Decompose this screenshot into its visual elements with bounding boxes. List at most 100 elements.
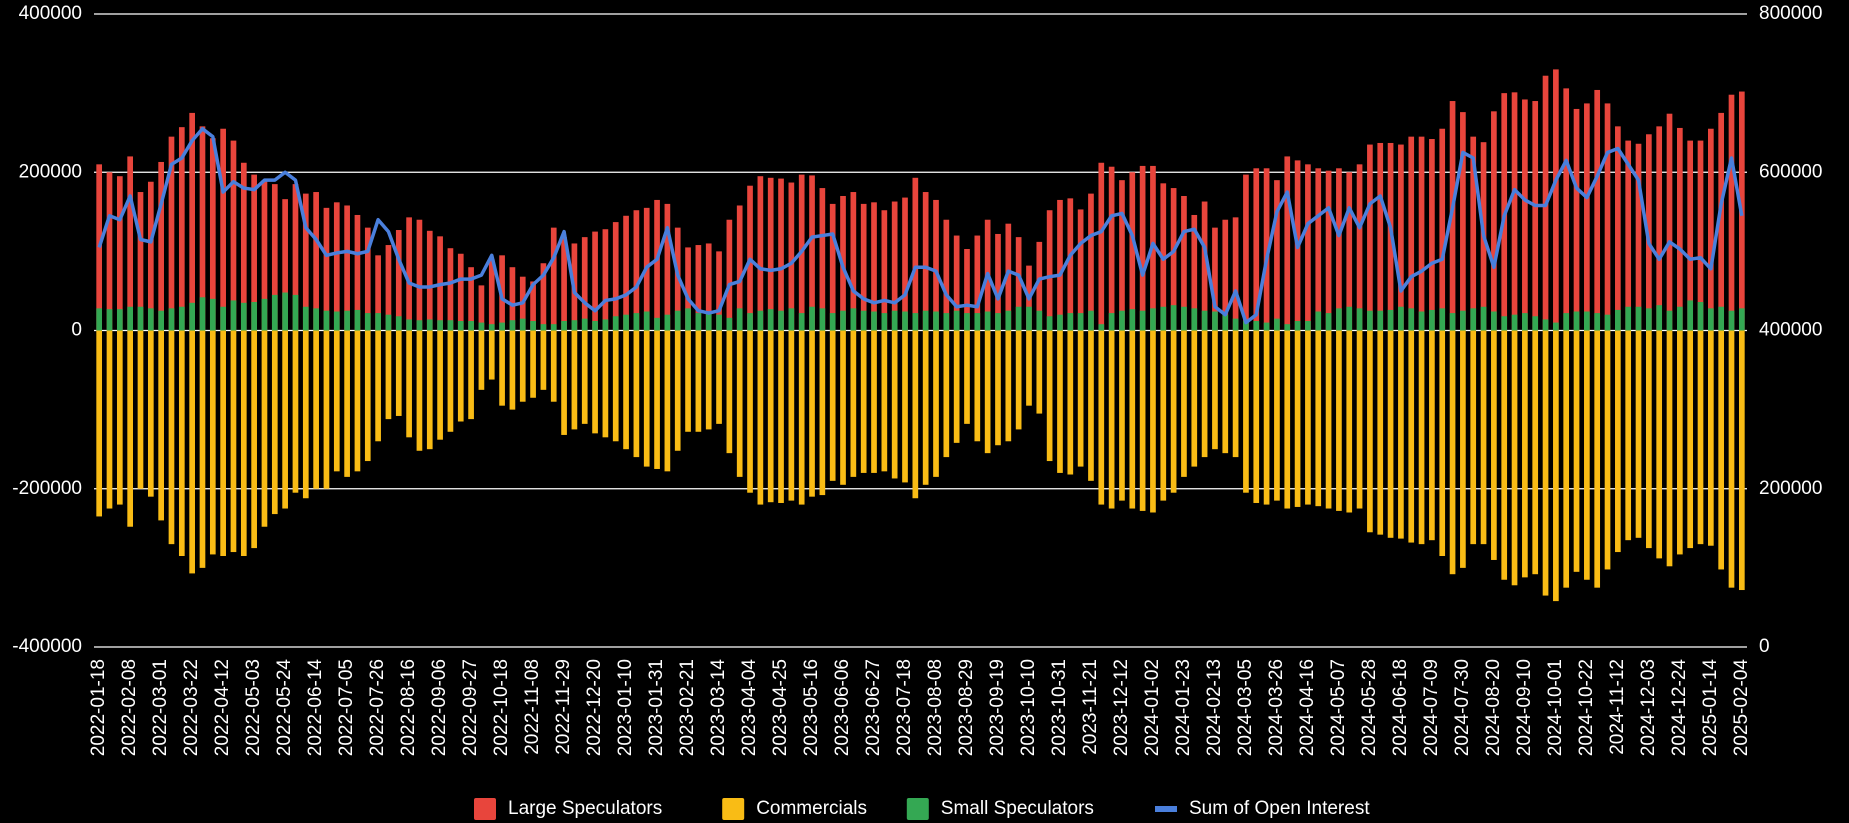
bar bbox=[1687, 300, 1694, 331]
bar bbox=[323, 330, 330, 489]
legend-swatch bbox=[474, 798, 496, 820]
bar bbox=[251, 302, 257, 331]
bar bbox=[168, 308, 175, 331]
bar bbox=[1646, 308, 1652, 331]
bar bbox=[302, 193, 309, 331]
x-tick-label: 2022-11-29 bbox=[553, 659, 574, 755]
bar bbox=[592, 321, 598, 331]
bar bbox=[406, 217, 412, 331]
bar bbox=[1263, 168, 1270, 331]
bar bbox=[1511, 330, 1518, 586]
bar bbox=[1418, 330, 1425, 545]
bar bbox=[1408, 136, 1415, 331]
bar bbox=[302, 306, 309, 331]
bar bbox=[530, 330, 536, 398]
bar bbox=[860, 330, 867, 473]
x-tick-label: 2024-09-10 bbox=[1514, 659, 1535, 756]
bar bbox=[385, 245, 392, 331]
bar bbox=[209, 138, 216, 331]
bar bbox=[819, 308, 826, 331]
bar bbox=[199, 126, 206, 331]
x-tick-label: 2022-12-20 bbox=[584, 659, 605, 756]
bar bbox=[1005, 223, 1012, 331]
bar bbox=[912, 330, 919, 499]
bar bbox=[943, 313, 950, 331]
x-tick-label: 2022-02-08 bbox=[119, 659, 140, 756]
x-tick-label: 2023-11-21 bbox=[1080, 659, 1101, 755]
bar bbox=[1398, 144, 1404, 331]
bar bbox=[292, 184, 299, 331]
y-tick-label: -200000 bbox=[12, 478, 82, 499]
bar bbox=[127, 156, 134, 331]
bar bbox=[902, 330, 908, 483]
bar bbox=[581, 237, 588, 331]
bar bbox=[1170, 330, 1177, 493]
bar bbox=[468, 321, 474, 331]
bar bbox=[974, 313, 981, 331]
bar bbox=[1170, 188, 1177, 331]
bar bbox=[1253, 330, 1260, 503]
bar bbox=[1036, 241, 1043, 331]
bar bbox=[395, 330, 402, 416]
bar bbox=[1067, 330, 1074, 475]
bar bbox=[1263, 322, 1270, 331]
bar bbox=[457, 330, 464, 422]
y2-tick-label: 600000 bbox=[1759, 161, 1822, 182]
bar bbox=[1129, 330, 1136, 509]
bar bbox=[302, 330, 309, 499]
bar bbox=[209, 330, 216, 555]
bar bbox=[1222, 330, 1229, 454]
x-tick-label: 2022-06-14 bbox=[305, 659, 326, 757]
bar bbox=[1449, 330, 1456, 575]
bar bbox=[1222, 219, 1229, 331]
bar bbox=[1470, 308, 1477, 331]
bar bbox=[1666, 113, 1673, 331]
bar bbox=[1387, 330, 1394, 538]
bar bbox=[592, 231, 598, 331]
bar bbox=[581, 318, 588, 331]
x-tick-label: 2023-08-29 bbox=[956, 659, 977, 756]
bar bbox=[1604, 314, 1611, 331]
bar bbox=[509, 320, 516, 331]
x-tick-label: 2023-10-10 bbox=[1018, 659, 1039, 756]
x-tick-label: 2022-11-08 bbox=[522, 659, 543, 755]
x-tick-label: 2023-01-31 bbox=[646, 659, 667, 756]
x-tick-label: 2023-12-12 bbox=[1111, 659, 1132, 756]
bar bbox=[964, 313, 970, 331]
bar bbox=[292, 330, 299, 493]
bar bbox=[550, 324, 557, 331]
bar bbox=[571, 320, 578, 331]
bar bbox=[478, 285, 485, 331]
bar bbox=[1522, 99, 1528, 331]
bar bbox=[995, 233, 1001, 331]
bar bbox=[478, 322, 485, 331]
bar bbox=[437, 320, 443, 331]
bar bbox=[1573, 330, 1580, 572]
bar bbox=[1594, 89, 1601, 331]
bar bbox=[757, 310, 764, 331]
bar bbox=[778, 178, 784, 331]
bar bbox=[1522, 330, 1528, 578]
x-tick-label: 2023-10-31 bbox=[1049, 659, 1070, 756]
bar bbox=[1687, 330, 1694, 549]
bar bbox=[767, 309, 774, 331]
bar bbox=[1707, 330, 1714, 546]
bar bbox=[426, 330, 433, 450]
bar bbox=[1573, 108, 1580, 331]
bar bbox=[509, 267, 516, 331]
bar bbox=[1294, 321, 1301, 331]
bar bbox=[1201, 201, 1208, 331]
bar bbox=[943, 219, 950, 331]
bar bbox=[1707, 128, 1714, 331]
bar bbox=[416, 320, 423, 331]
x-tick-label: 2024-05-28 bbox=[1359, 659, 1380, 756]
bar bbox=[116, 330, 123, 505]
bar bbox=[964, 330, 970, 424]
bar bbox=[1439, 330, 1446, 557]
x-tick-label: 2023-08-08 bbox=[925, 659, 946, 756]
bar bbox=[1656, 330, 1663, 559]
x-tick-label: 2023-01-10 bbox=[615, 659, 636, 756]
bar bbox=[974, 330, 981, 442]
bar bbox=[1398, 306, 1404, 331]
bar bbox=[778, 330, 784, 503]
